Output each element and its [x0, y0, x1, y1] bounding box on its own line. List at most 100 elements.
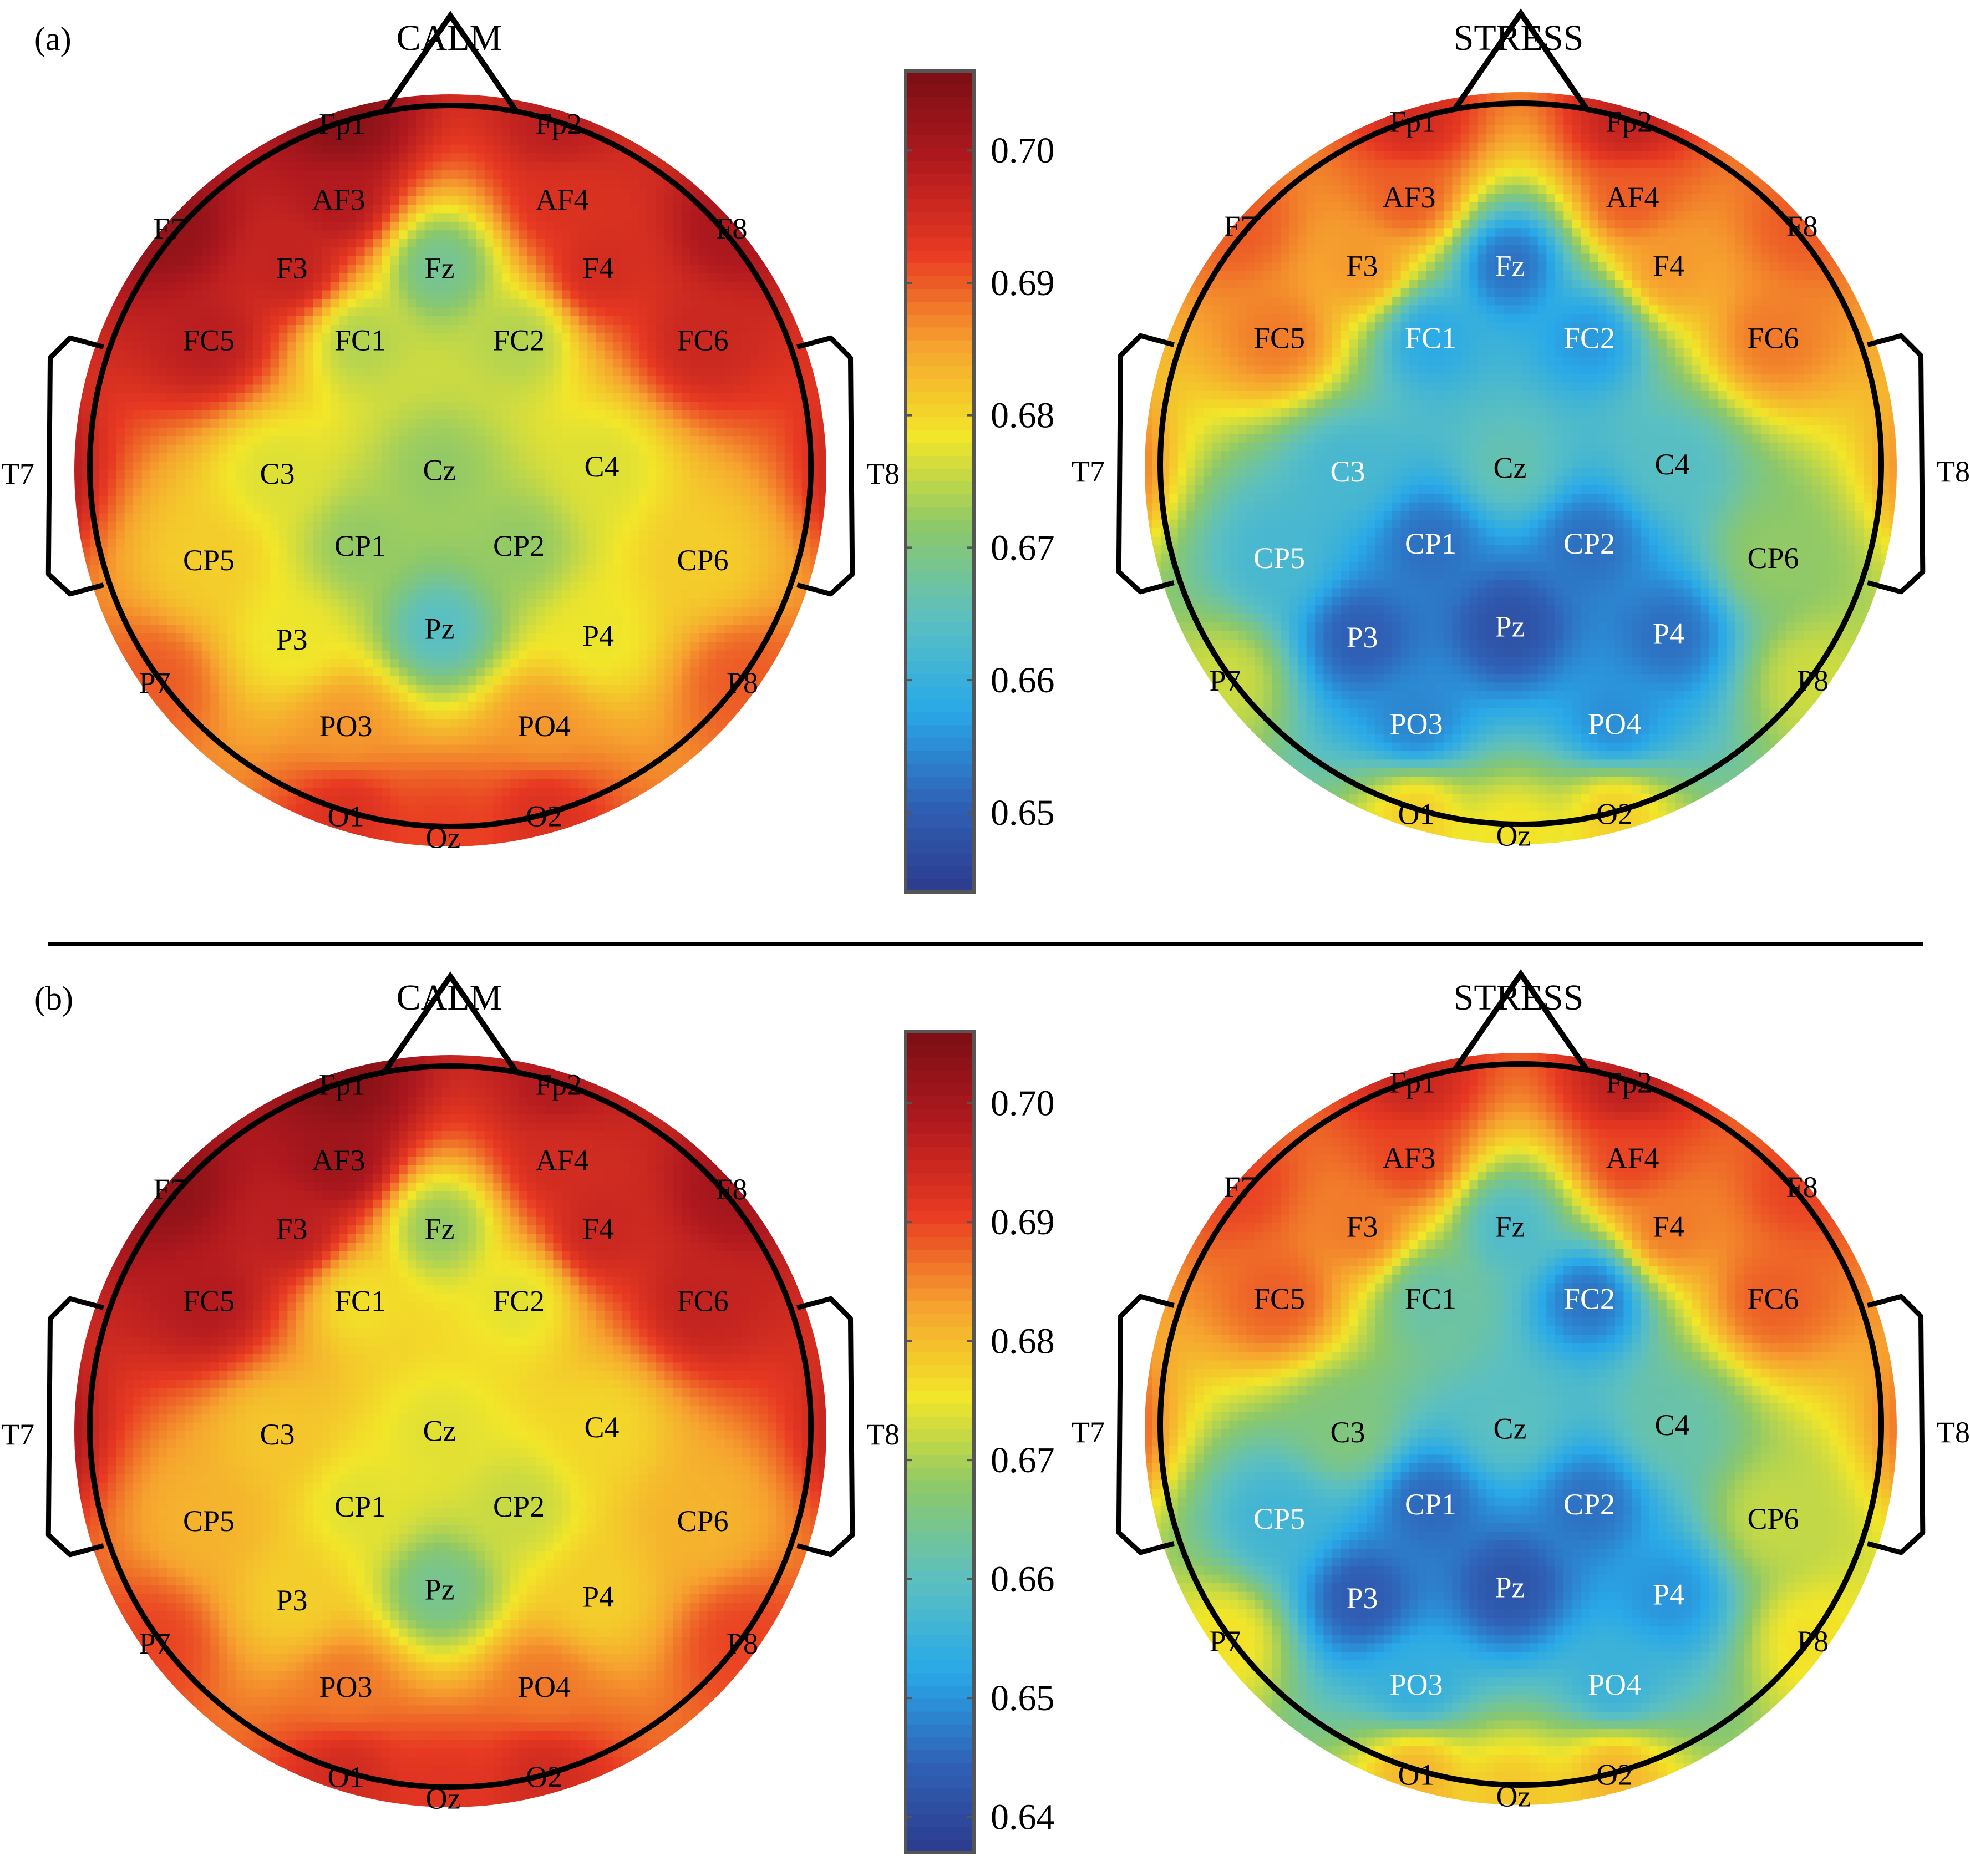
heatmap-cell: [278, 170, 288, 180]
heatmap-cell: [262, 539, 271, 548]
heatmap-cell: [347, 204, 357, 214]
heatmap-cell: [733, 427, 743, 437]
heatmap-cell: [622, 453, 631, 463]
heatmap-cell: [347, 504, 357, 514]
heatmap-cell: [82, 350, 91, 359]
heatmap-cell: [176, 436, 185, 445]
heatmap-cell: [784, 367, 794, 377]
heatmap-cell: [373, 230, 383, 240]
heatmap-cell: [776, 350, 785, 359]
heatmap-cell: [587, 487, 597, 497]
heatmap-cell: [270, 402, 280, 411]
heatmap-cell: [322, 470, 331, 480]
heatmap-cell: [656, 298, 666, 308]
heatmap-cell: [99, 436, 108, 445]
heatmap-cell: [639, 607, 648, 617]
heatmap-cell: [219, 144, 228, 154]
heatmap-cell: [605, 487, 614, 497]
heatmap-cell: [553, 94, 562, 103]
heatmap-cell: [527, 504, 537, 514]
heatmap-cell: [441, 127, 451, 137]
heatmap-cell: [278, 307, 288, 317]
heatmap-cell: [733, 393, 743, 403]
heatmap-cell: [450, 419, 460, 428]
heatmap-cell: [630, 298, 639, 308]
heatmap-cell: [596, 410, 605, 420]
heatmap-cell: [227, 410, 237, 420]
heatmap-cell: [184, 462, 194, 471]
heatmap-cell: [74, 539, 83, 548]
heatmap-cell: [270, 530, 280, 540]
heatmap-cell: [433, 144, 443, 154]
heatmap-cell: [716, 479, 725, 488]
heatmap-cell: [373, 427, 383, 437]
heatmap-cell: [682, 402, 691, 411]
heatmap-cell: [313, 239, 322, 248]
heatmap-cell: [647, 342, 657, 351]
heatmap-cell: [707, 367, 717, 377]
heatmap-cell: [707, 239, 717, 248]
heatmap-cell: [527, 196, 537, 205]
heatmap-cell: [459, 221, 468, 231]
heatmap-cell: [467, 153, 477, 163]
heatmap-cell: [759, 333, 768, 342]
heatmap-cell: [416, 316, 425, 326]
heatmap-cell: [356, 436, 365, 445]
heatmap-cell: [545, 573, 554, 582]
heatmap-cell: [278, 521, 288, 531]
heatmap-cell: [501, 453, 511, 463]
heatmap-cell: [647, 393, 657, 403]
heatmap-cell: [776, 342, 785, 351]
heatmap-cell: [245, 170, 254, 180]
heatmap-cell: [733, 436, 743, 445]
heatmap-cell: [493, 393, 502, 403]
heatmap-cell: [184, 230, 194, 240]
heatmap-cell: [433, 444, 443, 454]
heatmap-cell: [622, 556, 631, 565]
heatmap-cell: [750, 539, 760, 548]
heatmap-cell: [364, 256, 374, 265]
heatmap-cell: [450, 427, 460, 437]
heatmap-cell: [287, 127, 297, 137]
heatmap-cell: [270, 187, 280, 197]
heatmap-cell: [536, 204, 545, 214]
heatmap-cell: [605, 316, 614, 326]
heatmap-cell: [107, 642, 117, 651]
heatmap-cell: [116, 479, 125, 488]
heatmap-cell: [330, 359, 339, 368]
heatmap-cell: [501, 479, 511, 488]
heatmap-cell: [424, 530, 434, 540]
heatmap-cell: [587, 230, 597, 240]
heatmap-cell: [484, 119, 494, 128]
heatmap-cell: [416, 590, 425, 600]
heatmap-cell: [322, 384, 331, 394]
heatmap-cell: [124, 239, 134, 248]
heatmap-cell: [313, 342, 322, 351]
heatmap-cell: [459, 496, 468, 505]
heatmap-cell: [673, 462, 683, 471]
heatmap-cell: [459, 110, 468, 120]
heatmap-cell: [630, 316, 639, 326]
heatmap-cell: [501, 410, 511, 420]
heatmap-cell: [133, 444, 143, 454]
heatmap-cell: [433, 504, 443, 514]
heatmap-cell: [347, 573, 357, 582]
heatmap-cell: [90, 573, 100, 582]
heatmap-cell: [339, 359, 348, 368]
heatmap-cell: [484, 504, 494, 514]
heatmap-cell: [682, 427, 691, 437]
heatmap-cell: [776, 633, 785, 642]
heatmap-cell: [287, 427, 297, 437]
heatmap-cell: [784, 307, 794, 317]
heatmap-cell: [750, 316, 760, 326]
heatmap-cell: [707, 230, 717, 240]
heatmap-cell: [459, 136, 468, 145]
heatmap-cell: [373, 144, 383, 154]
heatmap-cell: [433, 256, 443, 265]
heatmap-cell: [553, 265, 562, 274]
heatmap-cell: [527, 487, 537, 497]
heatmap-cell: [407, 530, 417, 540]
heatmap-cell: [441, 256, 451, 265]
heatmap-cell: [287, 221, 297, 231]
heatmap-cell: [167, 265, 177, 274]
